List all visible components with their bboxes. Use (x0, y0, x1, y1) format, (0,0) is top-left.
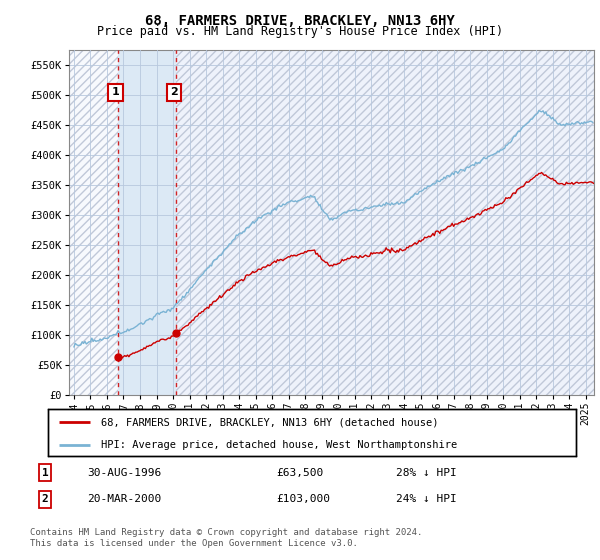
Bar (118, 50, 176, 395)
Text: 1: 1 (41, 468, 49, 478)
Text: 20-MAR-2000: 20-MAR-2000 (87, 494, 161, 505)
Text: Price paid vs. HM Land Registry's House Price Index (HPI): Price paid vs. HM Land Registry's House … (97, 25, 503, 38)
Text: £103,000: £103,000 (276, 494, 330, 505)
Text: Contains HM Land Registry data © Crown copyright and database right 2024.
This d: Contains HM Land Registry data © Crown c… (30, 528, 422, 548)
Text: 28% ↓ HPI: 28% ↓ HPI (396, 468, 457, 478)
Bar (69, 50, 118, 395)
Text: HPI: Average price, detached house, West Northamptonshire: HPI: Average price, detached house, West… (101, 440, 457, 450)
Text: 68, FARMERS DRIVE, BRACKLEY, NN13 6HY: 68, FARMERS DRIVE, BRACKLEY, NN13 6HY (145, 14, 455, 28)
Text: 1: 1 (112, 87, 119, 97)
Bar (69, 50, 118, 395)
Text: 30-AUG-1996: 30-AUG-1996 (87, 468, 161, 478)
Text: 24% ↓ HPI: 24% ↓ HPI (396, 494, 457, 505)
Bar (176, 50, 594, 395)
Text: 2: 2 (170, 87, 178, 97)
Text: 68, FARMERS DRIVE, BRACKLEY, NN13 6HY (detached house): 68, FARMERS DRIVE, BRACKLEY, NN13 6HY (d… (101, 417, 438, 427)
Text: £63,500: £63,500 (276, 468, 323, 478)
Text: 2: 2 (41, 494, 49, 505)
